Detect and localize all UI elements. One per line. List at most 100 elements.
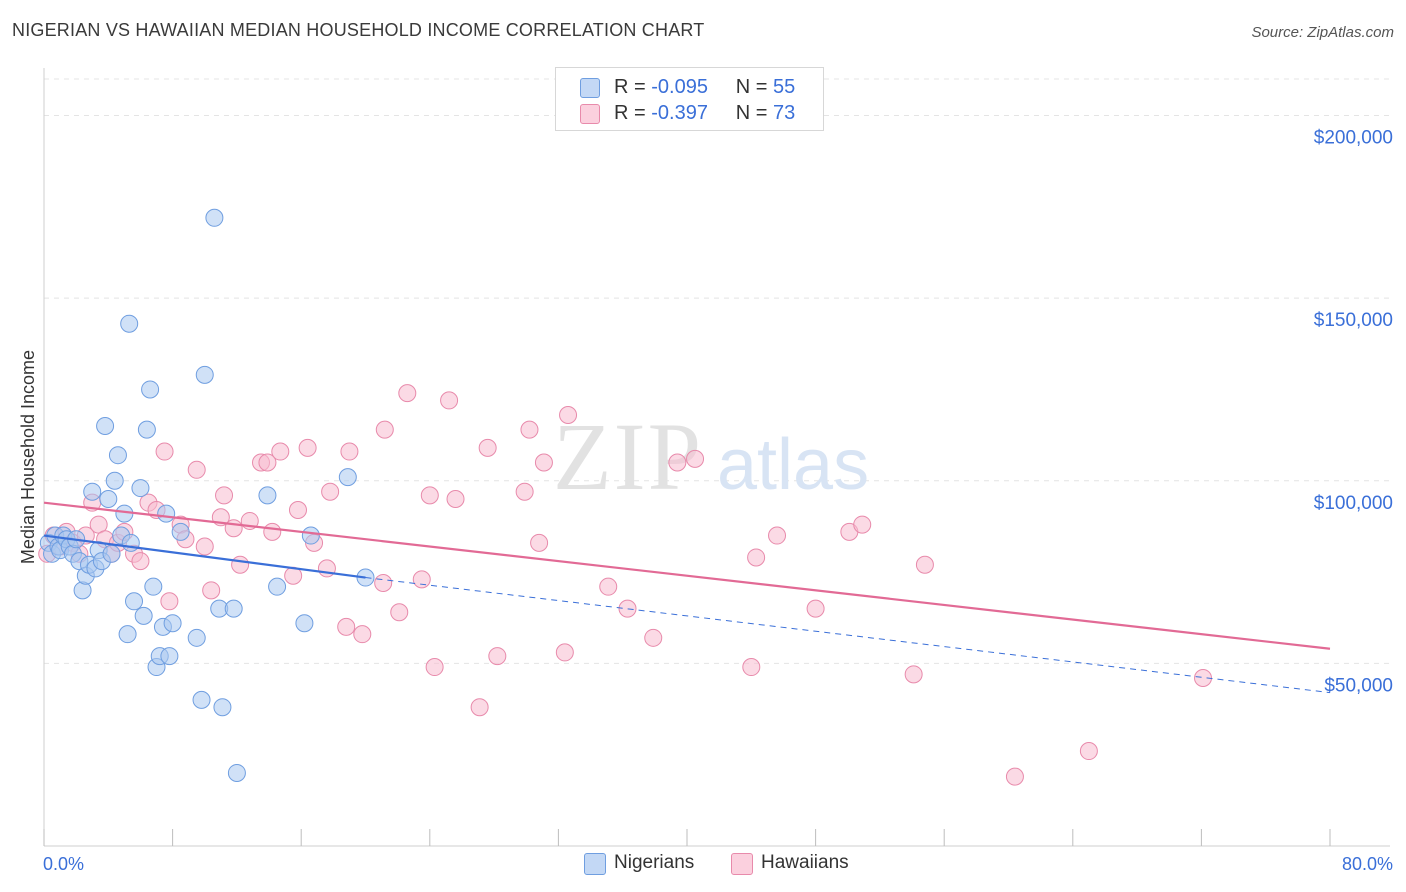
hawaiian-point	[375, 420, 394, 439]
y-tick-label: $150,000	[1314, 310, 1393, 331]
hawaiian-point	[202, 581, 221, 600]
hawaiian-point	[298, 438, 317, 457]
hawaiian-point	[599, 577, 618, 596]
nigerian-point	[295, 614, 314, 633]
hawaiian-point	[668, 453, 687, 472]
nigerian-point	[141, 380, 160, 399]
hawaiian-point	[288, 500, 307, 519]
legend-n-value-nigerians: 55	[773, 76, 796, 98]
hawaiian-point	[131, 552, 150, 571]
nigerian-point	[120, 314, 139, 333]
hawaiian-point	[559, 406, 578, 425]
legend-n-label: N =	[735, 76, 768, 98]
legend-swatch-hawaiians	[580, 104, 600, 124]
x-tick-label-max: 80.0%	[1342, 854, 1393, 874]
hawaiian-point	[520, 420, 539, 439]
y-axis-label: Median Household Income	[18, 350, 38, 564]
trend-lines	[43, 501, 1331, 694]
grid-lines	[44, 78, 1392, 664]
nigerians-trend-line	[43, 534, 366, 579]
nigerian-point	[108, 446, 127, 465]
hawaiian-point	[806, 599, 825, 618]
nigerian-point	[73, 581, 92, 600]
hawaiian-point	[155, 442, 174, 461]
nigerian-point	[258, 486, 277, 505]
hawaiian-point	[271, 442, 290, 461]
hawaiian-point	[215, 486, 234, 505]
hawaiian-point	[412, 570, 431, 589]
nigerian-point	[224, 599, 243, 618]
nigerian-point	[157, 504, 176, 523]
bottom-legend-swatch-hawaiians	[731, 853, 753, 875]
nigerian-point	[99, 490, 118, 509]
watermark-atlas: atlas	[717, 425, 869, 505]
nigerians-trend-extension	[365, 577, 1331, 694]
hawaiian-point	[353, 625, 372, 644]
hawaiian-point	[263, 522, 282, 541]
hawaiian-point	[534, 453, 553, 472]
hawaiian-point	[440, 391, 459, 410]
hawaiians-trend-line	[43, 501, 1331, 650]
hawaiian-point	[530, 533, 549, 552]
legend-n-label: N =	[735, 102, 768, 124]
nigerian-point	[102, 544, 121, 563]
hawaiian-point	[231, 555, 250, 574]
nigerian-point	[192, 690, 211, 709]
nigerian-point	[205, 208, 224, 227]
hawaiian-point	[618, 599, 637, 618]
hawaiian-point	[515, 482, 534, 501]
nigerian-point	[137, 420, 156, 439]
axes	[43, 68, 1390, 847]
hawaiian-point	[742, 658, 761, 677]
legend-r-label: R =	[614, 76, 646, 98]
hawaiian-point	[904, 665, 923, 684]
hawaiian-point	[488, 647, 507, 666]
nigerian-point	[96, 416, 115, 435]
stats-legend: R = -0.095 N = 55 R = -0.397 N = 73	[555, 67, 824, 131]
hawaiian-point	[686, 449, 705, 468]
hawaiian-point	[195, 537, 214, 556]
x-tick-label-min: 0.0%	[43, 854, 84, 874]
x-axis-ticks	[43, 829, 1331, 846]
hawaiian-point	[337, 617, 356, 636]
nigerian-point	[134, 606, 153, 625]
hawaiian-point	[747, 548, 766, 567]
chart-title: NIGERIAN VS HAWAIIAN MEDIAN HOUSEHOLD IN…	[12, 20, 705, 40]
hawaiian-point	[768, 526, 787, 545]
nigerian-point	[338, 468, 357, 487]
hawaiian-point	[915, 555, 934, 574]
bottom-legend-swatch-nigerians	[584, 853, 606, 875]
hawaiian-point	[853, 515, 872, 534]
nigerian-point	[227, 763, 246, 782]
nigerian-point	[118, 625, 137, 644]
nigerian-point	[131, 479, 150, 498]
legend-n-value-hawaiians: 73	[773, 102, 796, 124]
legend-swatch-nigerians	[580, 78, 600, 98]
hawaiian-point	[446, 490, 465, 509]
nigerian-point	[121, 533, 140, 552]
legend-text-hawaiians: R = -0.397 N = 73	[614, 102, 795, 125]
hawaiian-point	[224, 519, 243, 538]
hawaiian-point	[1005, 767, 1024, 786]
y-tick-label: $100,000	[1314, 493, 1393, 514]
series-nigerians	[39, 208, 375, 782]
nigerian-point	[268, 577, 287, 596]
hawaiian-point	[340, 442, 359, 461]
legend-r-value-nigerians: -0.095	[651, 76, 708, 98]
nigerian-point	[115, 504, 134, 523]
legend-text-nigerians: R = -0.095 N = 55	[614, 76, 795, 99]
hawaiian-point	[425, 658, 444, 677]
nigerian-point	[171, 522, 190, 541]
nigerian-point	[301, 526, 320, 545]
hawaiian-point	[470, 698, 489, 717]
hawaiian-point	[644, 628, 663, 647]
nigerian-point	[213, 698, 232, 717]
nigerian-point	[125, 592, 144, 611]
nigerian-point	[187, 628, 206, 647]
nigerian-point	[105, 471, 124, 490]
hawaiian-point	[187, 460, 206, 479]
y-tick-label: $50,000	[1324, 675, 1393, 696]
bottom-legend-label-nigerians: Nigerians	[614, 852, 695, 873]
hawaiian-point	[555, 643, 574, 662]
